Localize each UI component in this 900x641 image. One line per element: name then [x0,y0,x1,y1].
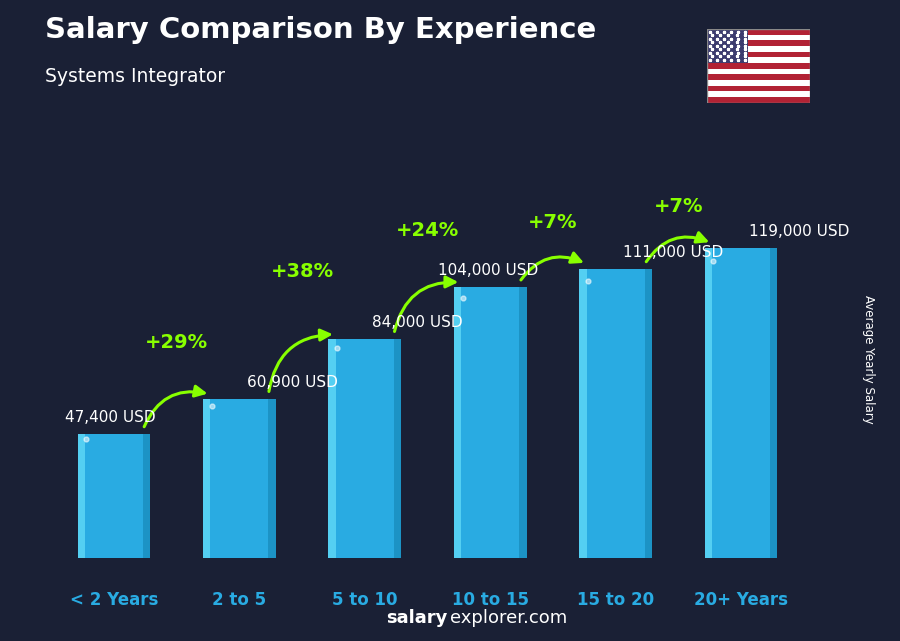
FancyBboxPatch shape [770,249,778,558]
Bar [706,57,810,63]
Text: +24%: +24% [396,221,459,240]
Text: 84,000 USD: 84,000 USD [373,315,463,330]
FancyBboxPatch shape [268,399,275,558]
FancyBboxPatch shape [77,435,85,558]
Text: Salary Comparison By Experience: Salary Comparison By Experience [45,16,596,44]
Text: 10 to 15: 10 to 15 [452,592,528,610]
Text: 47,400 USD: 47,400 USD [65,410,156,426]
FancyBboxPatch shape [203,399,275,558]
Bar [706,35,810,40]
Bar [706,80,810,85]
FancyBboxPatch shape [143,435,150,558]
FancyBboxPatch shape [328,339,401,558]
Bar [706,85,810,91]
Bar [706,29,810,35]
Text: 2 to 5: 2 to 5 [212,592,266,610]
Text: salary: salary [386,609,447,627]
FancyBboxPatch shape [705,249,778,558]
Bar [706,91,810,97]
Text: +29%: +29% [145,333,208,352]
Text: 15 to 20: 15 to 20 [577,592,654,610]
FancyBboxPatch shape [705,249,712,558]
FancyBboxPatch shape [77,435,150,558]
FancyBboxPatch shape [580,269,652,558]
Bar [706,51,810,57]
Bar [706,29,748,63]
Text: +7%: +7% [653,197,703,217]
FancyBboxPatch shape [203,399,211,558]
Text: explorer.com: explorer.com [450,609,567,627]
Bar [706,40,810,46]
Text: 119,000 USD: 119,000 USD [749,224,849,239]
Text: 104,000 USD: 104,000 USD [437,263,538,278]
Bar [706,74,810,80]
Text: 5 to 10: 5 to 10 [332,592,398,610]
Bar [706,63,810,69]
Text: Systems Integrator: Systems Integrator [45,67,225,87]
Text: +38%: +38% [271,262,334,281]
FancyBboxPatch shape [394,339,401,558]
FancyBboxPatch shape [644,269,652,558]
FancyBboxPatch shape [454,287,526,558]
Text: 60,900 USD: 60,900 USD [247,376,338,390]
Text: 111,000 USD: 111,000 USD [623,245,724,260]
FancyBboxPatch shape [328,339,336,558]
Bar [706,46,810,51]
FancyBboxPatch shape [454,287,461,558]
Text: Average Yearly Salary: Average Yearly Salary [862,295,875,423]
Bar [706,97,810,103]
Text: +7%: +7% [528,213,578,232]
Text: < 2 Years: < 2 Years [70,592,158,610]
Text: 20+ Years: 20+ Years [694,592,788,610]
Bar [706,69,810,74]
FancyBboxPatch shape [519,287,526,558]
FancyBboxPatch shape [580,269,587,558]
